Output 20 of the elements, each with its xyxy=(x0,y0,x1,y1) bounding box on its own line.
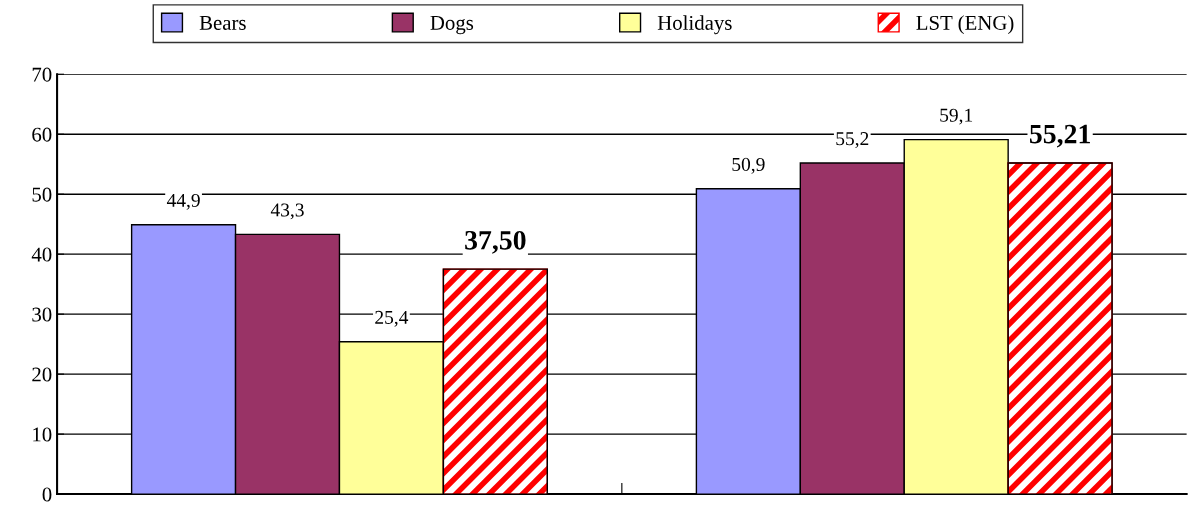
y-tick-label: 10 xyxy=(33,427,52,442)
y-tick-label: 20 xyxy=(32,367,52,382)
y-tick-label: 0 xyxy=(42,487,52,502)
legend-label: Dogs xyxy=(430,16,474,35)
data-label: 37,50 xyxy=(465,230,526,254)
y-tick-label: 60 xyxy=(32,127,52,142)
y-tick-label: 50 xyxy=(32,187,52,202)
y-tick-label: 40 xyxy=(31,247,52,262)
data-label: 25,4 xyxy=(375,310,409,327)
y-tick-label: 70 xyxy=(32,67,52,82)
legend-label: Holidays xyxy=(657,15,732,35)
data-label: 44,9 xyxy=(166,193,200,210)
legend-label: Bears xyxy=(199,16,246,30)
data-label: 50,9 xyxy=(732,157,765,174)
legend-label: LST (ENG) xyxy=(916,15,1014,35)
data-label: 55,2 xyxy=(836,132,869,148)
data-label: 59,1 xyxy=(940,108,973,125)
data-label: 43,3 xyxy=(270,203,304,220)
y-tick-label: 30 xyxy=(32,307,52,322)
data-label: 55,21 xyxy=(1029,124,1090,148)
